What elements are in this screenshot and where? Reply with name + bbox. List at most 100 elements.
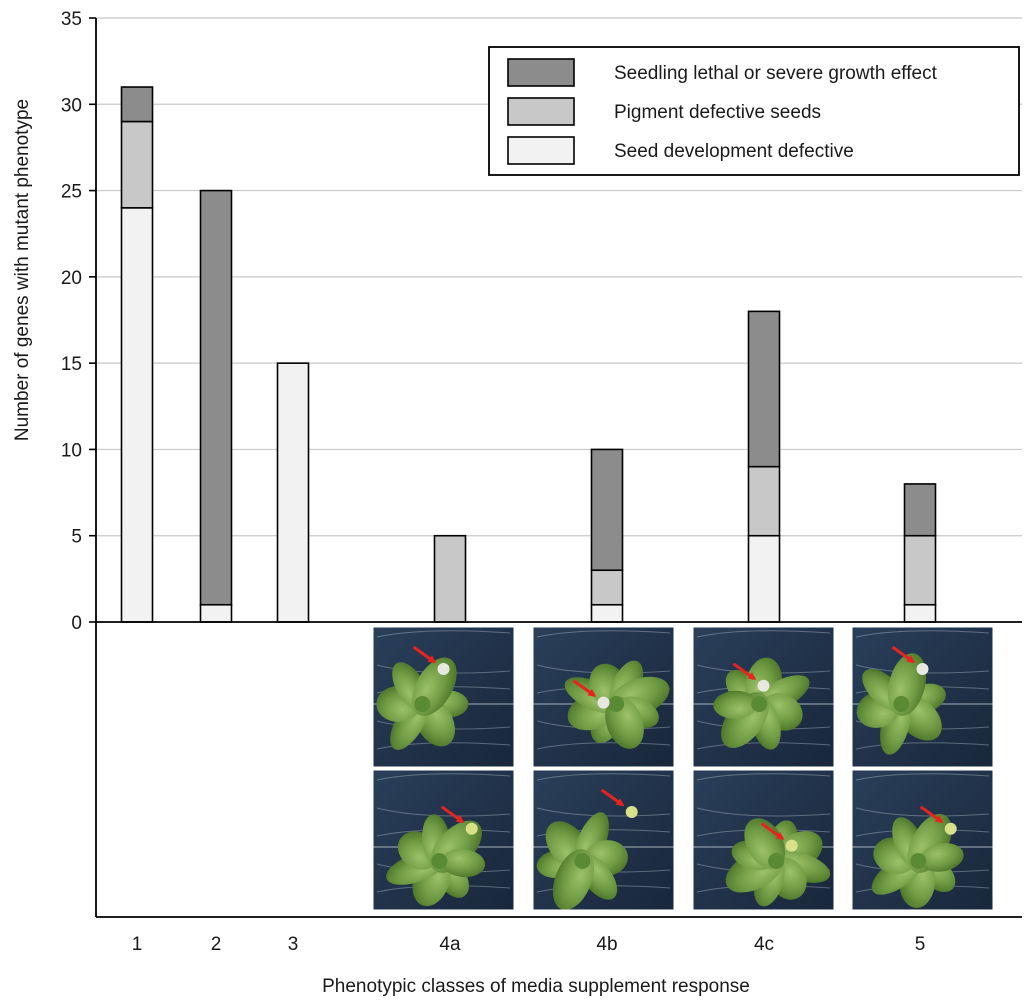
- rosette-center: [414, 696, 431, 712]
- photo-panel-4b: [532, 626, 675, 911]
- bar-segment: [747, 534, 781, 623]
- bar-segment: [199, 189, 233, 606]
- mutant-seedling: [944, 822, 957, 835]
- bar-segment: [590, 569, 624, 606]
- mutant-seedling: [757, 679, 770, 692]
- bar-segment: [590, 448, 624, 572]
- red-arrow: [572, 679, 597, 697]
- bar-segment: [903, 483, 937, 537]
- y-tick-label: 15: [61, 354, 82, 375]
- legend-box: [488, 46, 1020, 176]
- bar-segment: [199, 603, 233, 623]
- x-tick-label: 4b: [596, 934, 617, 955]
- red-arrow: [412, 645, 437, 664]
- root-line: [855, 630, 990, 638]
- legend-swatch: [507, 136, 575, 165]
- mutant-seedling: [916, 663, 929, 675]
- mutant-seedling: [785, 839, 798, 852]
- root-line: [696, 807, 831, 817]
- y-axis-label: Number of genes with mutant phenotype: [12, 99, 33, 441]
- plant-photo-icon: [372, 626, 515, 768]
- bar-segment: [120, 120, 154, 209]
- photo-panel-5: [851, 626, 994, 911]
- root-line: [536, 773, 671, 781]
- mutant-seedling: [437, 663, 450, 675]
- bar-segment: [747, 465, 781, 537]
- plant-photo-icon: [532, 626, 675, 768]
- mutant-seedling: [465, 822, 478, 835]
- bar-segment: [433, 534, 467, 623]
- bar-segment: [276, 362, 310, 623]
- photo-frame: [692, 626, 835, 768]
- axis-labels: Number of genes with mutant phenotype Ph…: [12, 99, 750, 997]
- red-arrow: [919, 805, 944, 824]
- legend-label: Pigment defective seeds: [614, 102, 821, 123]
- photo-panel-4c: [692, 626, 835, 911]
- photo-frame: [372, 769, 515, 911]
- legend-label: Seed development defective: [614, 141, 854, 162]
- photo-panel-4a: [372, 626, 515, 911]
- x-tick-label: 1: [132, 934, 143, 955]
- leaf: [713, 690, 758, 719]
- photo-frame: [851, 626, 994, 768]
- y-tick-label: 0: [71, 613, 82, 634]
- x-tick-label: 2: [211, 934, 222, 955]
- mutant-seedling: [625, 806, 638, 818]
- root-line: [855, 773, 990, 781]
- plant-photo-icon: [532, 769, 675, 911]
- bar-segment: [747, 310, 781, 468]
- photo-frame: [532, 626, 675, 768]
- bar-segment: [120, 207, 154, 623]
- photo-frame: [851, 769, 994, 911]
- plant-photo-icon: [851, 769, 994, 911]
- red-arrow: [760, 822, 785, 840]
- y-tick-label: 5: [71, 527, 82, 548]
- root-line: [696, 630, 831, 638]
- red-arrow: [891, 645, 916, 664]
- x-axis-label: Phenotypic classes of media supplement r…: [322, 976, 750, 997]
- y-tick-label: 20: [61, 268, 82, 289]
- photo-panels: [372, 626, 994, 911]
- root-line: [855, 807, 990, 817]
- root-line: [696, 773, 831, 781]
- red-arrow: [732, 662, 757, 681]
- x-tick-label: 4c: [754, 934, 774, 955]
- photo-frame: [692, 769, 835, 911]
- x-tick-label: 5: [915, 934, 926, 955]
- plant-photo-icon: [692, 769, 835, 911]
- photo-frame: [372, 626, 515, 768]
- y-tick-label: 10: [61, 440, 82, 461]
- plant-photo-icon: [692, 626, 835, 768]
- legend-label: Seedling lethal or severe growth effect: [614, 63, 938, 84]
- root-line: [536, 742, 671, 750]
- root-line: [855, 742, 990, 750]
- x-tick-label: 3: [288, 934, 299, 955]
- root-line: [536, 630, 671, 638]
- legend-swatch: [507, 58, 575, 87]
- root-line: [376, 773, 511, 781]
- rosette-center: [768, 853, 785, 869]
- plant-photo-icon: [372, 769, 515, 911]
- root-line: [696, 742, 831, 750]
- bar-segment: [903, 534, 937, 606]
- bar-segment: [590, 603, 624, 623]
- leaf: [441, 848, 486, 878]
- mutant-seedling: [597, 696, 610, 709]
- rosette-center: [910, 853, 927, 869]
- legend: Seedling lethal or severe growth effect P…: [488, 46, 1020, 176]
- rosette-center: [574, 853, 591, 869]
- legend-swatch: [507, 97, 575, 126]
- y-tick-label: 30: [61, 95, 82, 116]
- x-tick-label: 4a: [439, 934, 461, 955]
- root-line: [376, 630, 511, 638]
- y-tick-label: 25: [61, 182, 82, 203]
- red-arrow: [440, 805, 465, 824]
- y-tick-label: 35: [61, 9, 82, 30]
- rosette-center: [751, 696, 768, 712]
- plant-photo-icon: [851, 626, 994, 768]
- rosette-center: [893, 696, 910, 712]
- bar-segment: [903, 603, 937, 623]
- leaf: [920, 843, 964, 872]
- red-arrow: [600, 788, 625, 807]
